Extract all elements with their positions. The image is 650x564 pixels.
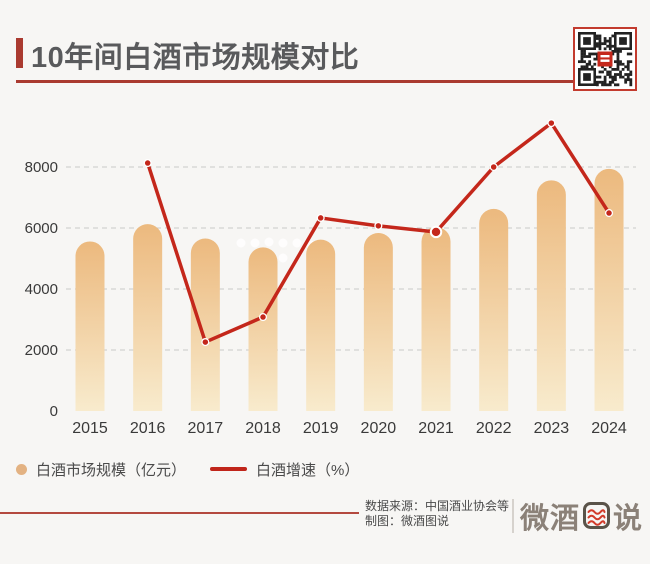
page-title: 10年间白酒市场规模对比 xyxy=(31,42,360,74)
decor-dot-6 xyxy=(278,253,288,263)
x-tick-label-2018: 2018 xyxy=(245,420,281,437)
footer-rule xyxy=(0,512,359,514)
credit-text: 制图：微酒图说 xyxy=(365,514,450,528)
line-point-2021 xyxy=(429,225,443,239)
decor-dot-1 xyxy=(250,238,260,248)
x-tick-label-2020: 2020 xyxy=(361,420,397,437)
y-tick-label-8000: 8000 xyxy=(25,159,58,176)
line-point-2020 xyxy=(374,221,383,230)
x-tick-label-2019: 2019 xyxy=(303,420,339,437)
decor-dot-4 xyxy=(292,238,302,248)
line-point-2024 xyxy=(604,209,614,218)
x-tick-label-2023: 2023 xyxy=(534,420,570,437)
decor-dot-2 xyxy=(264,237,274,247)
x-tick-label-2024: 2024 xyxy=(591,420,627,437)
bar-2023 xyxy=(536,180,566,411)
logo-text-prefix: 微酒 xyxy=(520,502,581,535)
line-series-label: 白酒增速（%） xyxy=(256,461,360,479)
x-tick-label-2017: 2017 xyxy=(188,420,224,437)
qr-pattern xyxy=(575,29,635,89)
decor-dot-0 xyxy=(236,238,246,248)
x-tick-label-2015: 2015 xyxy=(72,420,108,437)
bar-2019 xyxy=(306,239,336,411)
bar-2018 xyxy=(248,247,278,411)
line-point-2023 xyxy=(547,119,556,128)
line-point-2018 xyxy=(258,313,268,322)
line-series-swatch-icon xyxy=(210,467,248,471)
title-accent-bar xyxy=(16,38,23,68)
y-tick-label-4000: 4000 xyxy=(25,281,58,298)
x-tick-label-2016: 2016 xyxy=(130,420,166,437)
line-point-2022 xyxy=(489,162,498,172)
x-tick-label-2022: 2022 xyxy=(476,420,512,437)
y-tick-label-0: 0 xyxy=(50,403,58,420)
logo-text-suffix: 说 xyxy=(613,502,644,535)
line-point-2016 xyxy=(143,158,152,168)
bar-2020 xyxy=(363,233,393,411)
bar-2022 xyxy=(479,208,509,411)
bar-2021 xyxy=(421,226,451,411)
y-tick-label-2000: 2000 xyxy=(25,342,58,359)
chart-legend: 白酒市场规模（亿元） 白酒增速（%） xyxy=(16,458,359,480)
data-source-text: 数据来源：中国酒业协会等 xyxy=(365,499,510,513)
qr-code-icon xyxy=(573,27,637,91)
x-tick-label-2021: 2021 xyxy=(418,420,454,437)
bar-2017 xyxy=(190,238,220,411)
bar-line-chart: 0 2000 4000 6000 8000 2015 2016 2017 2018 2019 202… xyxy=(25,119,636,437)
bar-series-swatch-icon xyxy=(16,463,27,475)
logo-wave-icon xyxy=(583,502,611,529)
bar-2024 xyxy=(594,168,624,411)
footer-divider xyxy=(512,499,514,533)
footer-source-block: 数据来源：中国酒业协会等 制图：微酒图说 xyxy=(365,499,509,529)
bar-2015 xyxy=(75,241,105,411)
line-point-2019 xyxy=(316,213,325,222)
y-tick-label-6000: 6000 xyxy=(25,220,58,237)
title-underline xyxy=(16,80,637,83)
bar-2016 xyxy=(133,224,163,411)
decor-dot-3 xyxy=(278,238,288,248)
line-point-2017 xyxy=(201,338,210,347)
brand-logo: 微酒 说 xyxy=(520,498,643,535)
bar-series-label: 白酒市场规模（亿元） xyxy=(36,461,187,479)
